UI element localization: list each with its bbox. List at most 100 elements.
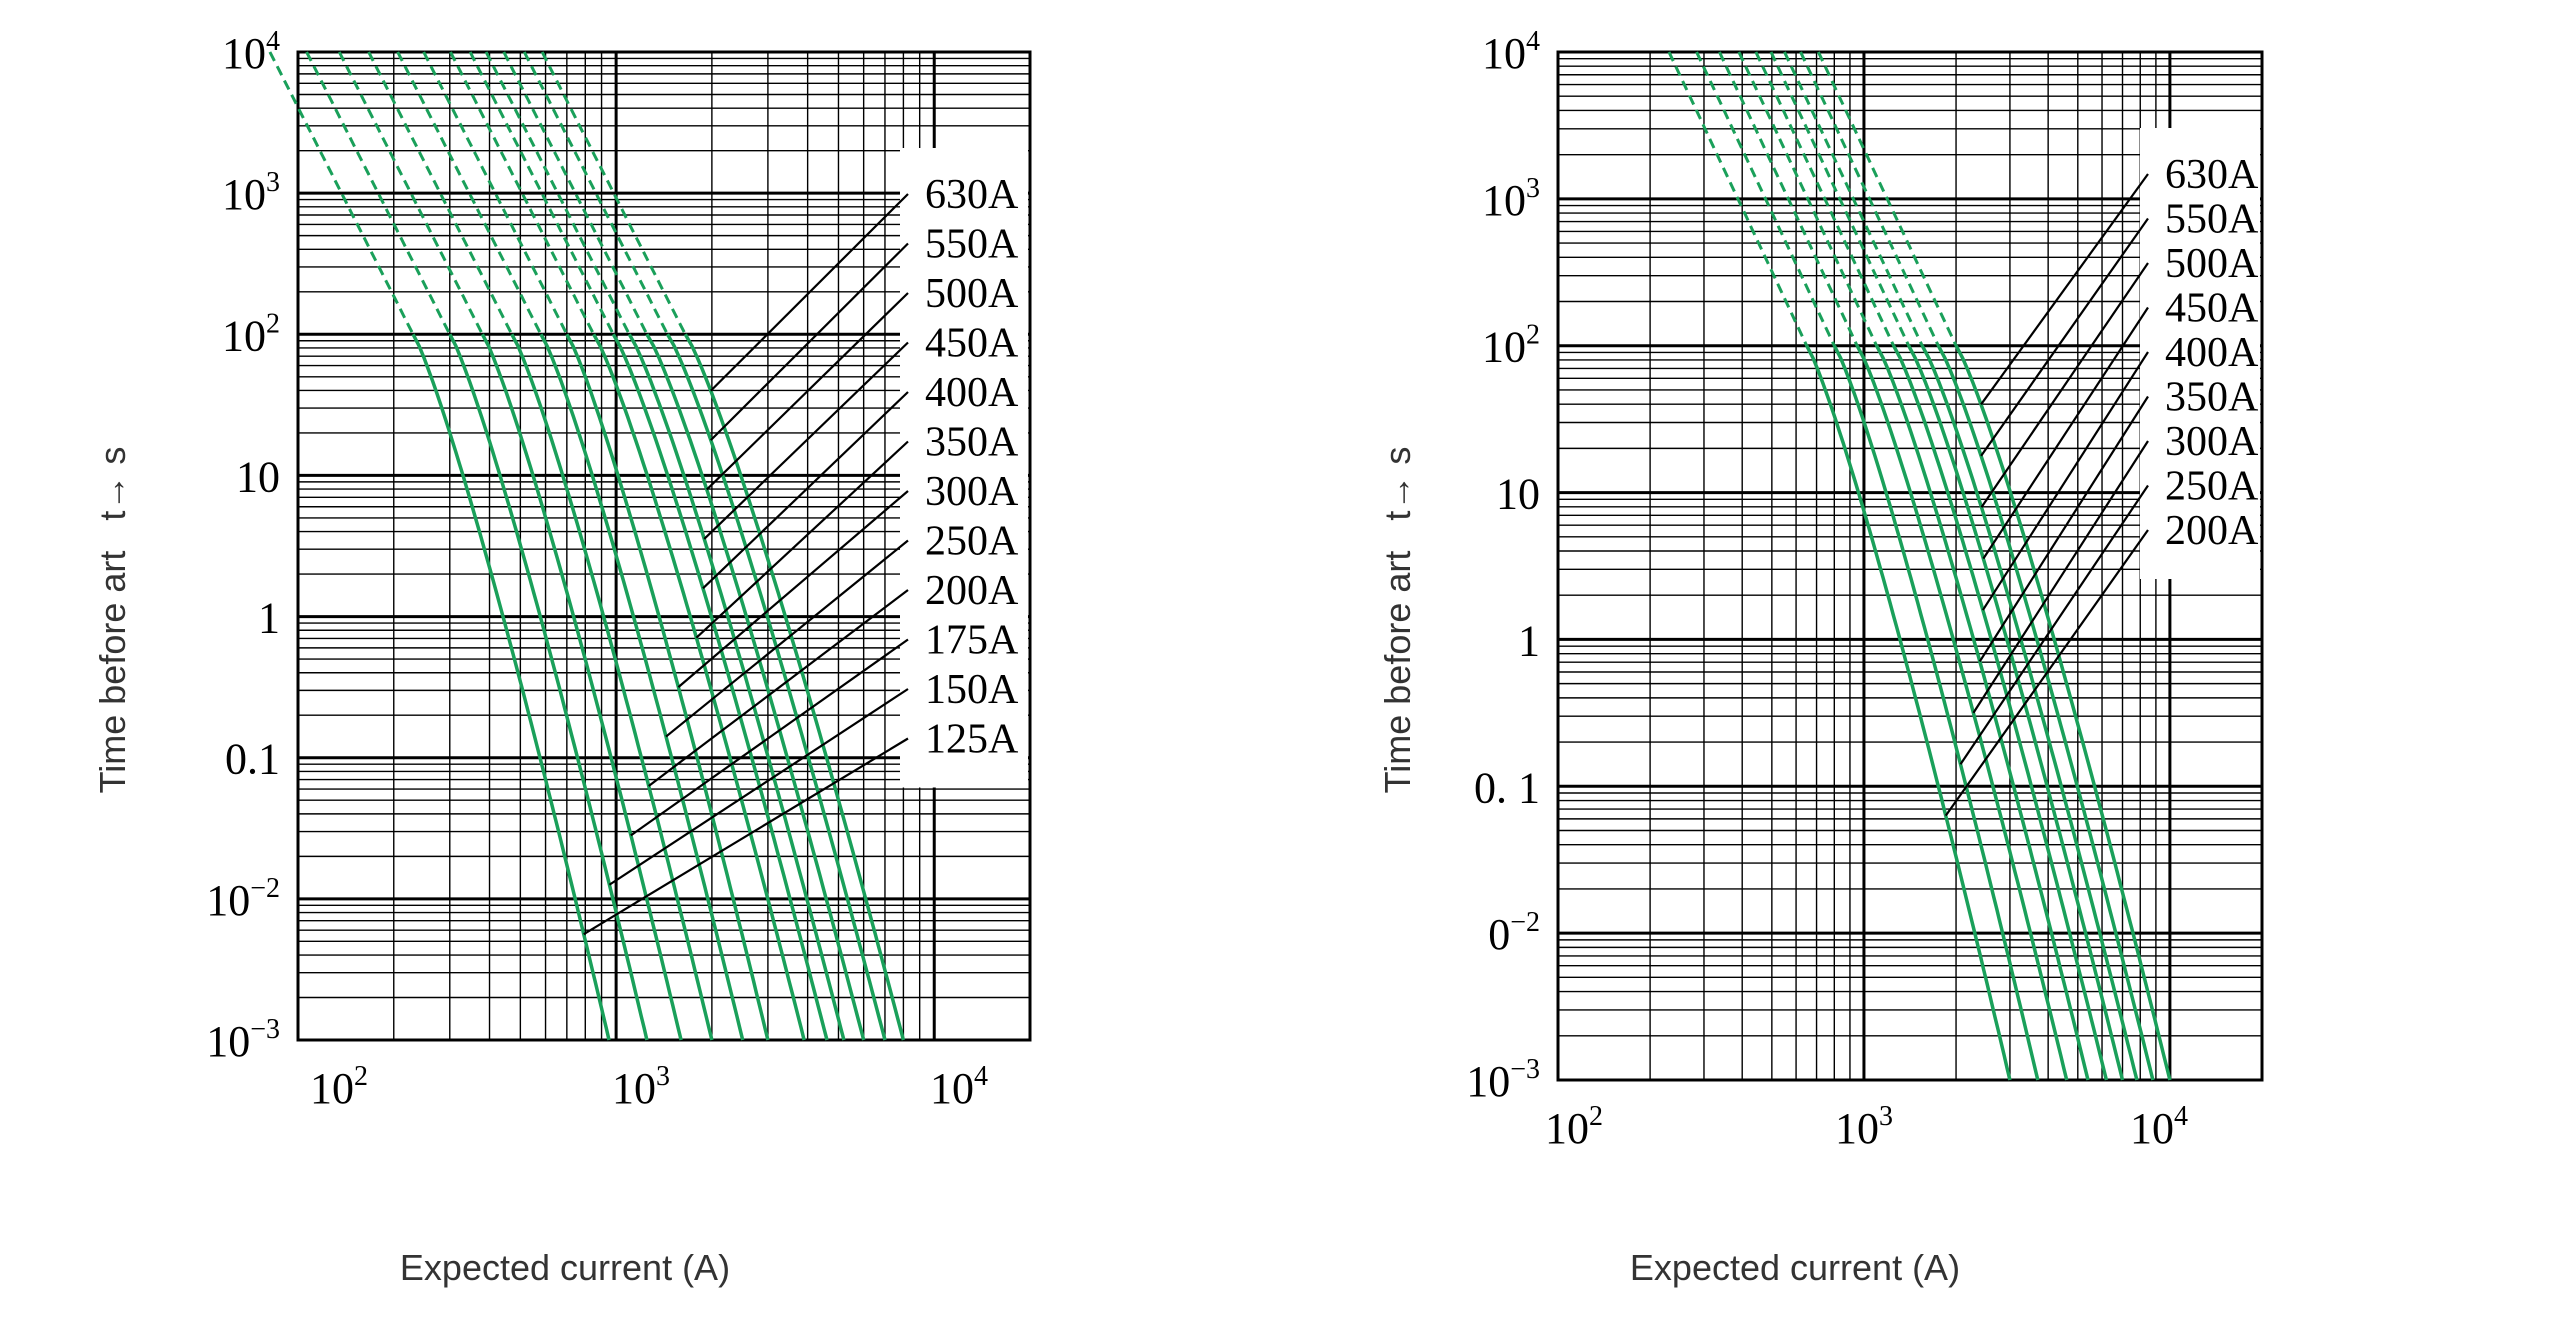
leader-line-350A xyxy=(1978,395,2149,663)
legend-box xyxy=(2140,128,2260,579)
y-tick-label: 10−3 xyxy=(1466,1054,1540,1106)
y-tick-label: 102 xyxy=(1482,320,1540,372)
curve-550A-dashed xyxy=(1799,51,1940,347)
curve-175A xyxy=(480,333,683,1041)
legend-label-350A: 350A xyxy=(925,420,1019,466)
y-axis-label: Time before art t→ s xyxy=(1377,447,1418,794)
curve-500A xyxy=(645,333,866,1041)
legend: 630A550A500A450A400A350A300A250A200A175A… xyxy=(583,148,1028,936)
legend-label-350A: 350A xyxy=(2165,375,2259,421)
curve-125A xyxy=(411,333,611,1041)
y-tick-label: 10−2 xyxy=(206,873,280,925)
leader-line-550A xyxy=(1980,217,2149,457)
leader-line-250A xyxy=(665,539,909,738)
curve-630A-dashed xyxy=(540,51,687,335)
curve-350A-dashed xyxy=(449,51,596,335)
leader-line-500A xyxy=(1980,262,2149,508)
curves xyxy=(268,51,906,1041)
legend-label-400A: 400A xyxy=(2165,330,2259,376)
leader-line-630A xyxy=(710,193,909,392)
chart-2: 630A550A500A450A400A350A300A250A200A1041… xyxy=(1377,26,2264,1288)
curve-175A-dashed xyxy=(337,51,484,335)
plot-frame xyxy=(296,50,1032,1042)
y-axis-label: Time before art t→ s xyxy=(92,447,133,794)
curve-125A-dashed xyxy=(268,51,415,335)
curve-550A xyxy=(1936,344,2155,1081)
curve-450A-dashed xyxy=(484,51,631,335)
legend-label-550A: 550A xyxy=(925,222,1019,268)
legend-label-300A: 300A xyxy=(925,469,1019,515)
leader-line-200A xyxy=(1944,529,2149,817)
curve-500A xyxy=(1920,344,2139,1081)
leader-line-125A xyxy=(583,737,909,936)
curve-150A-dashed xyxy=(305,51,452,335)
plot-frame xyxy=(1556,50,2264,1082)
curve-300A-dashed xyxy=(422,51,569,335)
leader-line-500A xyxy=(706,292,909,491)
y-tick-label: 104 xyxy=(1482,26,1540,78)
curve-250A-dashed xyxy=(1695,51,1836,347)
y-tick-label: 1 xyxy=(258,594,280,643)
curve-400A xyxy=(611,333,829,1041)
legend-label-450A: 450A xyxy=(925,321,1019,367)
x-tick-label: 102 xyxy=(1545,1101,1603,1153)
curve-250A xyxy=(1832,344,2040,1081)
y-tick-label: 0. 1 xyxy=(1474,763,1540,812)
curve-400A xyxy=(1892,344,2109,1081)
x-axis-label: Expected current (A) xyxy=(1630,1247,1960,1288)
curve-450A-dashed xyxy=(1769,51,1911,347)
legend-label-200A: 200A xyxy=(2165,508,2259,554)
x-tick-label: 104 xyxy=(2130,1101,2188,1153)
curve-300A-dashed xyxy=(1718,51,1859,347)
y-tick-label: 10 xyxy=(1496,470,1540,519)
x-axis-label: Expected current (A) xyxy=(400,1247,730,1288)
leader-line-400A xyxy=(1981,351,2149,611)
legend-label-125A: 125A xyxy=(925,717,1019,763)
y-tick-label: 0.1 xyxy=(225,735,280,784)
y-tick-label: 103 xyxy=(222,167,280,219)
leader-line-400A xyxy=(702,391,909,590)
leader-line-350A xyxy=(695,440,909,639)
legend-label-550A: 550A xyxy=(2165,197,2259,243)
curve-200A xyxy=(510,333,714,1041)
legend-label-250A: 250A xyxy=(925,519,1019,565)
chart-grid xyxy=(1556,50,2263,1082)
y-tick-label: 103 xyxy=(1482,173,1540,225)
curve-500A-dashed xyxy=(502,51,649,335)
curve-300A xyxy=(565,333,770,1041)
curve-350A-dashed xyxy=(1737,51,1878,347)
x-tick-label: 102 xyxy=(310,1061,368,1113)
y-tick-label: 0−2 xyxy=(1488,907,1540,959)
legend-label-400A: 400A xyxy=(925,370,1019,416)
x-tick-labels: 102 103 104 xyxy=(1545,1101,2188,1153)
curve-250A xyxy=(539,333,745,1041)
curve-200A xyxy=(1805,344,2012,1081)
x-tick-label: 103 xyxy=(1835,1101,1893,1153)
curve-630A-dashed xyxy=(1817,51,1958,347)
curve-300A xyxy=(1855,344,2069,1081)
y-tick-label: 104 xyxy=(222,26,280,78)
legend-box xyxy=(900,148,1028,788)
y-tick-label: 10 xyxy=(236,452,280,501)
leader-line-150A xyxy=(608,688,909,886)
leader-line-630A xyxy=(1980,173,2149,406)
curve-350A xyxy=(592,333,806,1041)
curve-250A-dashed xyxy=(396,51,543,335)
curve-630A xyxy=(683,333,906,1041)
curves xyxy=(1667,51,2172,1081)
legend-label-500A: 500A xyxy=(2165,241,2259,287)
legend-label-450A: 450A xyxy=(2165,286,2259,332)
curve-150A xyxy=(448,333,649,1041)
leader-line-200A xyxy=(648,589,909,787)
curve-450A xyxy=(1907,344,2125,1081)
y-tick-label: 102 xyxy=(222,308,280,360)
curve-200A-dashed xyxy=(367,51,514,335)
x-tick-label: 104 xyxy=(930,1061,988,1113)
curve-450A xyxy=(627,333,846,1041)
leader-line-175A xyxy=(630,638,909,837)
chart-1: 630A550A500A450A400A350A300A250A200A175A… xyxy=(92,26,1032,1288)
